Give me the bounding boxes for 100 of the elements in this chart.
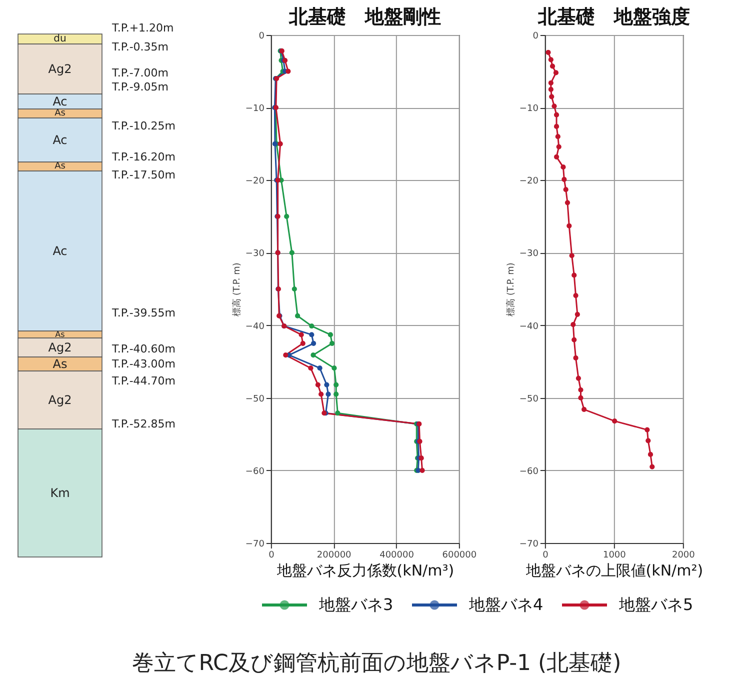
y-tick-label: −10 (519, 104, 539, 114)
category-label: Ac (52, 94, 68, 108)
point (560, 164, 566, 170)
y-tick-label: 0 (258, 32, 265, 42)
point (309, 332, 314, 338)
y-tick-label: −60 (245, 466, 265, 477)
point (550, 64, 556, 69)
point (335, 410, 340, 416)
x-axis-title: 地盤バネの上限値(kN/m²) (524, 562, 704, 580)
text: T.P.-0.35m (111, 40, 169, 54)
category-label: du (54, 34, 66, 44)
category-label: As (55, 330, 65, 339)
text: T.P.-16.20m (111, 150, 176, 164)
point (317, 366, 322, 371)
point (566, 223, 572, 228)
category-label: Ac (52, 244, 68, 258)
point (310, 340, 316, 346)
text: T.P.-52.85m (111, 418, 176, 430)
text: 巻立てRC及び鋼管杭前面の地盤バネP-1 (北基礎) (130, 650, 622, 678)
x-tick-label: 2000 (672, 550, 696, 560)
category-label: As (52, 357, 68, 371)
point (578, 395, 584, 400)
y-tick-label: −30 (245, 249, 265, 260)
x-axis-title: 地盤バネ反力係数(kN/m³) (276, 562, 454, 580)
y-tick-label: 0 (532, 32, 539, 42)
text: T.P.-7.00m (111, 66, 169, 80)
point (570, 322, 576, 328)
point (646, 438, 651, 444)
y-tick-label: −70 (245, 540, 265, 550)
point (289, 250, 294, 256)
point (295, 313, 300, 318)
point (300, 340, 306, 346)
point (554, 112, 560, 118)
text: T.P.-9.05m (111, 80, 169, 94)
x-tick-label: 200000 (316, 550, 352, 560)
category-label: As (54, 108, 66, 118)
point (554, 124, 560, 129)
category-label: Km (50, 486, 70, 500)
text: T.P.-39.55m (111, 306, 176, 320)
x-tick-label: 600000 (442, 550, 477, 560)
point (546, 50, 551, 55)
point (573, 355, 578, 360)
text: T.P.-17.50m (111, 168, 176, 182)
chart-title: 北基礎 地盤剛性 (288, 6, 441, 28)
point (418, 456, 424, 461)
text: T.P.+1.20m (111, 22, 174, 34)
point (310, 352, 316, 358)
text: T.P.-10.25m (111, 120, 176, 132)
point (420, 468, 425, 473)
y-tick-label: −50 (245, 394, 265, 404)
legend-label: 地盤バネ4 (468, 595, 544, 614)
y-tick-label: −40 (245, 322, 265, 332)
category-label: Ag2 (48, 62, 72, 76)
category-label: Ag2 (48, 340, 72, 354)
point (562, 176, 567, 182)
x-tick-label: 0 (268, 550, 275, 560)
point (549, 94, 554, 100)
point (555, 134, 560, 140)
point (326, 392, 331, 397)
point (286, 68, 291, 74)
point (648, 452, 654, 458)
point (556, 144, 562, 150)
y-tick-label: −10 (245, 104, 265, 114)
text: T.P.-43.00m (111, 358, 176, 370)
point (644, 427, 650, 432)
x-tick-label: 1000 (602, 550, 626, 560)
text: T.P.-40.60m (111, 342, 176, 356)
point (554, 154, 560, 160)
point (328, 332, 334, 338)
point (548, 57, 554, 62)
point (284, 214, 290, 219)
point (298, 332, 304, 338)
point (572, 272, 577, 278)
point (576, 376, 582, 381)
point (569, 253, 574, 258)
point (324, 382, 330, 388)
y-tick-label: −70 (519, 540, 539, 550)
point (573, 292, 578, 298)
legend-label: 地盤バネ5 (618, 595, 694, 614)
point (292, 286, 297, 292)
y-tick-label: −40 (519, 322, 539, 332)
point (574, 312, 580, 317)
point (334, 382, 339, 388)
point (548, 86, 554, 92)
point (572, 337, 577, 342)
point (283, 352, 288, 358)
x-tick-label: 0 (542, 550, 549, 560)
point (315, 382, 320, 388)
point (309, 323, 314, 329)
point (552, 104, 557, 109)
point (553, 70, 559, 76)
point (318, 392, 324, 397)
y-tick-label: −20 (245, 176, 265, 187)
category-label: Ac (52, 133, 68, 147)
point (332, 366, 337, 371)
chart-title: 北基礎 地盤強度 (536, 6, 690, 28)
y-tick-label: −20 (519, 176, 539, 187)
point (329, 340, 335, 346)
y-tick-label: −50 (519, 394, 539, 404)
y-tick-label: −30 (519, 249, 539, 260)
